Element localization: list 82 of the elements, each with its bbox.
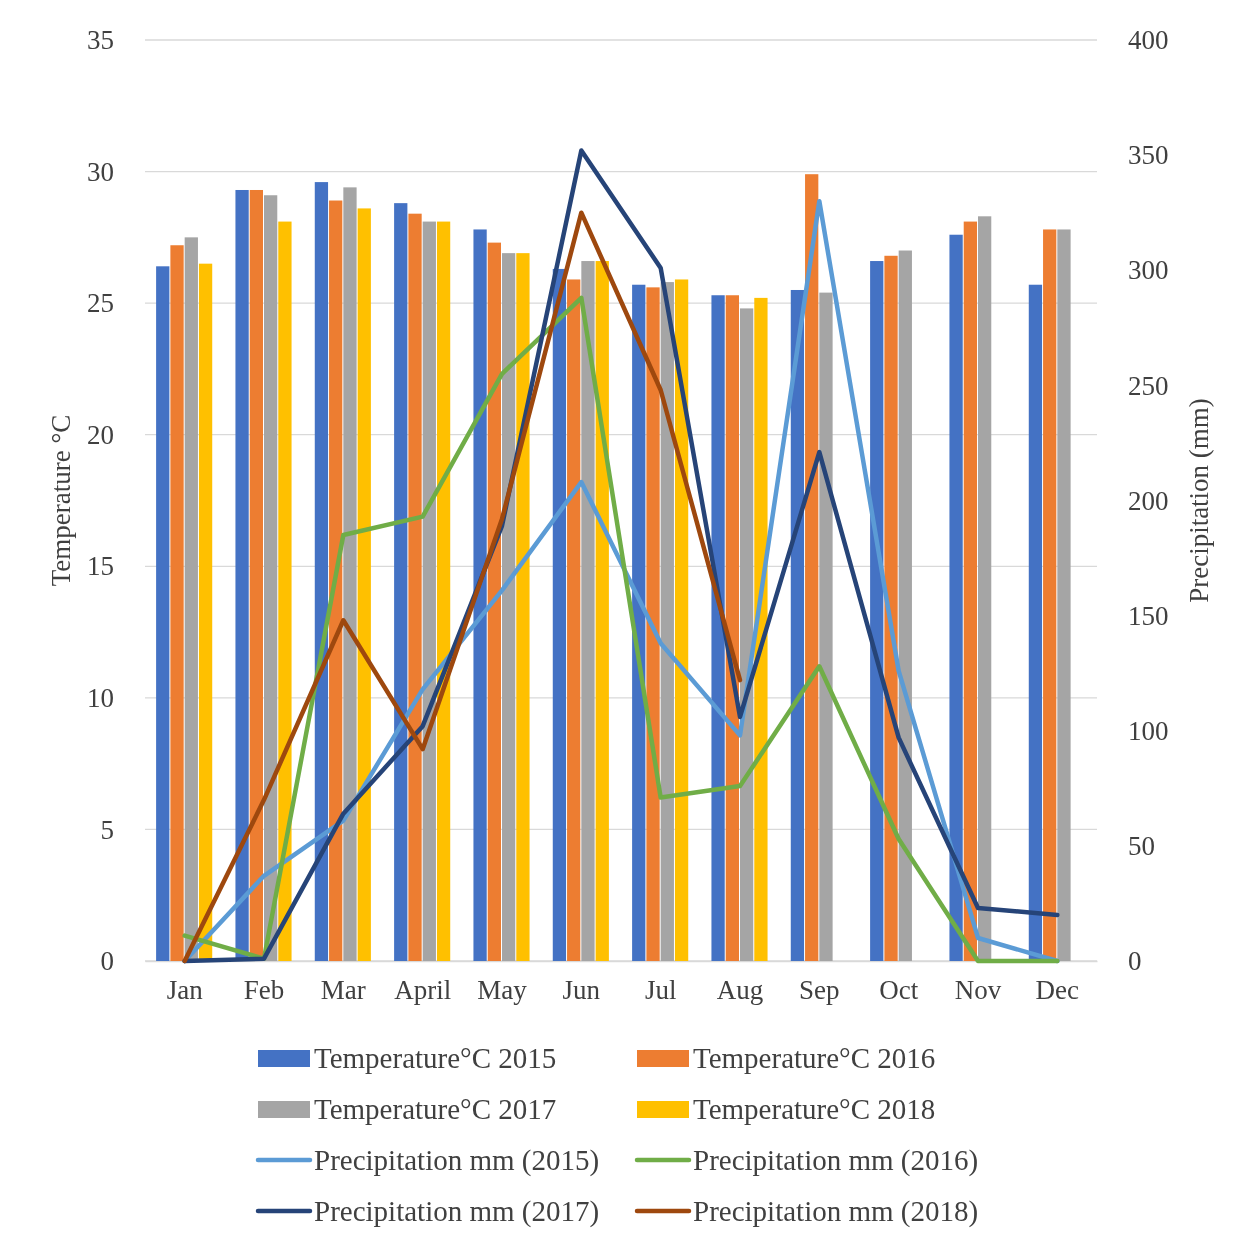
- bar: [314, 182, 329, 961]
- bar: [754, 297, 768, 961]
- bar: [790, 289, 805, 961]
- x-tick-label: Dec: [1035, 975, 1080, 1006]
- y2-tick-label: 50: [1128, 831, 1155, 862]
- y-tick-label: 20: [87, 419, 114, 450]
- bar: [156, 266, 170, 961]
- bar: [725, 295, 739, 961]
- x-tick-label: Nov: [954, 975, 1002, 1006]
- x-tick-label: Jun: [562, 975, 601, 1006]
- legend-label: Precipitation mm (2017): [314, 1195, 600, 1228]
- y-tick-label: 10: [87, 683, 114, 713]
- bar: [502, 253, 516, 961]
- bar: [184, 237, 198, 961]
- bar: [870, 261, 884, 961]
- bar: [278, 221, 292, 961]
- bar: [394, 203, 408, 961]
- bar: [516, 253, 530, 961]
- x-tick-label: Aug: [716, 975, 764, 1006]
- bar: [963, 221, 977, 961]
- bar: [473, 229, 487, 961]
- x-tick-label: April: [394, 975, 452, 1006]
- line-series: [182, 210, 743, 964]
- bar: [408, 213, 422, 961]
- legend-label: Precipitation mm (2015): [314, 1144, 600, 1177]
- bar: [357, 208, 371, 961]
- bar: [978, 216, 992, 961]
- y-tick-label: 30: [87, 156, 114, 187]
- bar: [711, 295, 725, 961]
- bar: [567, 279, 581, 961]
- legend-label: Precipitation mm (2016): [693, 1144, 979, 1177]
- bar: [581, 261, 595, 961]
- y-tick-label: 0: [100, 946, 114, 977]
- legend-label: Precipitation mm (2018): [693, 1195, 979, 1228]
- bar: [552, 268, 567, 961]
- bar: [674, 279, 689, 961]
- bar: [660, 282, 674, 961]
- legend-label: Temperature°C 2017: [314, 1093, 557, 1125]
- bar: [646, 287, 660, 961]
- y2-axis-title: Precipitation (mm): [1184, 398, 1214, 603]
- bar: [884, 255, 898, 961]
- bar: [436, 221, 451, 961]
- bar: [898, 250, 912, 961]
- y2-tick-label: 150: [1128, 600, 1169, 631]
- x-tick-label: May: [477, 975, 528, 1006]
- bar: [805, 174, 819, 961]
- bar: [487, 242, 501, 961]
- bar: [740, 308, 754, 961]
- y2-tick-label: 350: [1128, 140, 1169, 171]
- bar: [1057, 229, 1071, 961]
- x-tick-label: Jul: [644, 975, 677, 1006]
- bar: [422, 221, 436, 961]
- legend-label: Temperature°C 2015: [314, 1042, 557, 1074]
- y-tick-label: 15: [87, 551, 114, 582]
- bar: [170, 245, 184, 961]
- x-tick-label: Sep: [799, 975, 840, 1006]
- y-tick-label: 25: [87, 288, 114, 319]
- bar: [595, 261, 609, 961]
- y2-tick-label: 200: [1128, 485, 1169, 516]
- legend-label: Temperature°C 2016: [693, 1042, 936, 1074]
- bar: [1043, 229, 1057, 961]
- bar: [632, 284, 646, 961]
- y-axis-title: Temperature °C: [46, 414, 76, 587]
- y2-tick-label: 250: [1128, 370, 1169, 401]
- bar: [343, 187, 357, 961]
- x-tick-label: Jan: [166, 975, 204, 1006]
- y2-tick-label: 0: [1128, 946, 1142, 977]
- legend-label: Temperature°C 2018: [693, 1093, 936, 1125]
- bar: [329, 200, 343, 961]
- y2-tick-label: 400: [1128, 25, 1169, 56]
- x-tick-label: Feb: [243, 975, 285, 1006]
- x-tick-label: Oct: [879, 975, 919, 1006]
- bar: [264, 195, 278, 961]
- bar: [949, 234, 963, 961]
- bar: [1028, 284, 1043, 961]
- y-tick-label: 5: [100, 814, 114, 845]
- y-tick-label: 35: [87, 25, 114, 56]
- bar: [819, 292, 833, 961]
- y2-tick-label: 100: [1128, 715, 1169, 746]
- x-tick-label: Mar: [320, 975, 366, 1006]
- bar: [198, 263, 213, 961]
- y2-tick-label: 300: [1128, 255, 1169, 286]
